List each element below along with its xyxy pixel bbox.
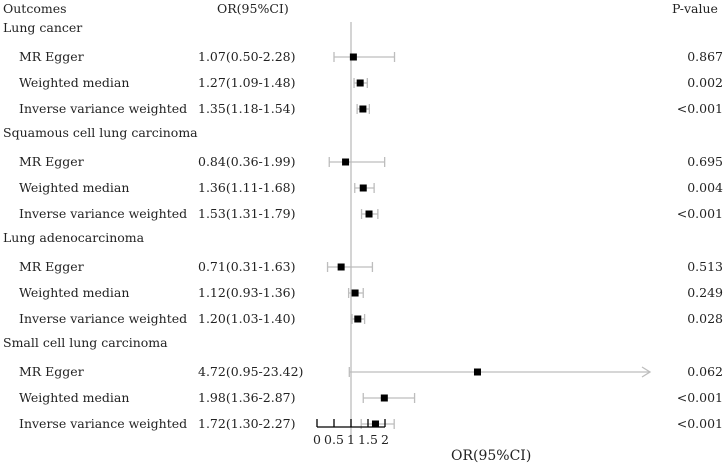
p-value: <0.001 <box>676 206 723 221</box>
method-label: MR Egger <box>19 364 84 379</box>
method-label: Weighted median <box>19 180 130 195</box>
or-point <box>349 53 357 61</box>
p-value: 0.249 <box>687 285 723 300</box>
or-point <box>351 289 359 297</box>
p-value: <0.001 <box>676 416 723 431</box>
method-label: Inverse variance weighted <box>19 416 188 431</box>
p-value: 0.028 <box>687 311 723 326</box>
or-point <box>473 368 481 376</box>
p-value: 0.867 <box>687 49 723 64</box>
p-value: 0.695 <box>687 154 723 169</box>
method-label: Inverse variance weighted <box>19 311 188 326</box>
or-ci-text: 1.12(0.93-1.36) <box>198 285 296 300</box>
group-label: Lung cancer <box>3 20 83 35</box>
or-ci-text: 1.07(0.50-2.28) <box>198 49 296 64</box>
or-ci-text: 0.84(0.36-1.99) <box>198 154 296 169</box>
or-point <box>359 184 367 192</box>
outcomes-header: Outcomes <box>3 1 67 16</box>
method-label: Inverse variance weighted <box>19 101 188 116</box>
or-ci-text: 1.98(1.36-2.87) <box>198 390 296 405</box>
group-label: Small cell lung carcinoma <box>3 335 168 350</box>
x-axis-title: OR(95%CI) <box>451 448 532 464</box>
or-point <box>359 105 367 113</box>
or-ci-text: 1.35(1.18-1.54) <box>198 101 296 116</box>
or-point <box>365 210 373 218</box>
p-value: 0.513 <box>687 259 723 274</box>
method-label: Inverse variance weighted <box>19 206 188 221</box>
or-ci-text: 1.72(1.30-2.27) <box>198 416 296 431</box>
or-ci-text: 1.53(1.31-1.79) <box>198 206 296 221</box>
method-label: MR Egger <box>19 49 84 64</box>
or-ci-text: 1.20(1.03-1.40) <box>198 311 296 326</box>
or-point <box>342 158 350 166</box>
or-ci-text: 1.27(1.09-1.48) <box>198 75 296 90</box>
method-label: MR Egger <box>19 259 84 274</box>
or-point <box>337 263 345 271</box>
x-tick-label: 2 <box>381 432 389 447</box>
or-point <box>354 315 362 323</box>
x-tick-label: 0 <box>313 432 321 447</box>
group-label: Lung adenocarcinoma <box>3 230 145 245</box>
x-tick-label: 1 <box>347 432 355 447</box>
x-tick-label: 0.5 <box>324 432 344 447</box>
method-label: MR Egger <box>19 154 84 169</box>
method-label: Weighted median <box>19 390 130 405</box>
p-value: <0.001 <box>676 390 723 405</box>
pvalue-header: P-value <box>672 1 718 16</box>
method-label: Weighted median <box>19 285 130 300</box>
x-tick-label: 1.5 <box>358 432 378 447</box>
group-label: Squamous cell lung carcinoma <box>3 125 198 140</box>
or-ci-text: 0.71(0.31-1.63) <box>198 259 296 274</box>
p-value: <0.001 <box>676 101 723 116</box>
p-value: 0.004 <box>687 180 723 195</box>
or-point <box>371 420 379 428</box>
p-value: 0.002 <box>687 75 723 90</box>
ci-arrow <box>641 366 652 378</box>
method-label: Weighted median <box>19 75 130 90</box>
or-header: OR(95%CI) <box>217 1 289 16</box>
or-ci-text: 4.72(0.95-23.42) <box>198 364 304 379</box>
or-point <box>356 79 364 87</box>
or-ci-text: 1.36(1.11-1.68) <box>198 180 296 195</box>
p-value: 0.062 <box>687 364 723 379</box>
or-point <box>380 394 388 402</box>
